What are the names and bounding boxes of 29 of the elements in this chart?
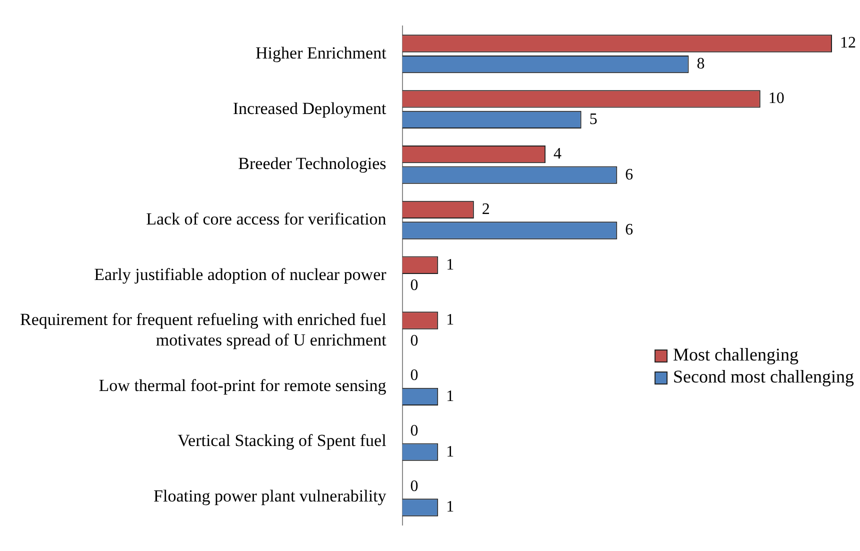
data-label: 1 bbox=[446, 312, 454, 329]
data-label: 0 bbox=[410, 277, 418, 294]
y-tick-label: Higher Enrichment bbox=[256, 43, 387, 62]
data-label: 6 bbox=[625, 166, 634, 184]
data-label: 0 bbox=[410, 422, 418, 440]
legend-label: Second most challenging bbox=[673, 366, 854, 387]
data-label: 1 bbox=[446, 443, 454, 460]
data-label: 2 bbox=[482, 200, 490, 218]
data-label: 1 bbox=[446, 388, 454, 405]
data-label: 12 bbox=[840, 34, 856, 52]
data-label: 10 bbox=[768, 90, 784, 108]
y-tick-label: Vertical Stacking of Spent fuel bbox=[178, 431, 387, 450]
legend-label: Most challenging bbox=[673, 344, 799, 365]
y-tick-label: Lack of core access for verification bbox=[146, 210, 387, 229]
y-tick-label: Increased Deployment bbox=[232, 98, 387, 118]
data-label: 0 bbox=[410, 478, 418, 495]
y-tick-label: Breeder Technologies bbox=[238, 154, 386, 174]
data-label: 0 bbox=[410, 367, 418, 384]
data-label: 5 bbox=[589, 110, 598, 128]
y-tick-label: Requirement for frequent refueling with enriched fuel motivates spread of U enrichment bbox=[20, 310, 387, 350]
data-label: 1 bbox=[446, 498, 454, 516]
data-label: 4 bbox=[554, 146, 562, 163]
data-label: 0 bbox=[410, 332, 418, 350]
data-label: 6 bbox=[625, 222, 634, 239]
data-label: 8 bbox=[696, 55, 705, 72]
y-tick-label: Early justifiable adoption of nuclear power bbox=[94, 264, 387, 284]
y-tick-label: Floating power plant vulnerability bbox=[154, 486, 387, 506]
data-label: 1 bbox=[446, 256, 454, 274]
y-tick-label: Low thermal foot-print for remote sensing bbox=[98, 376, 387, 395]
